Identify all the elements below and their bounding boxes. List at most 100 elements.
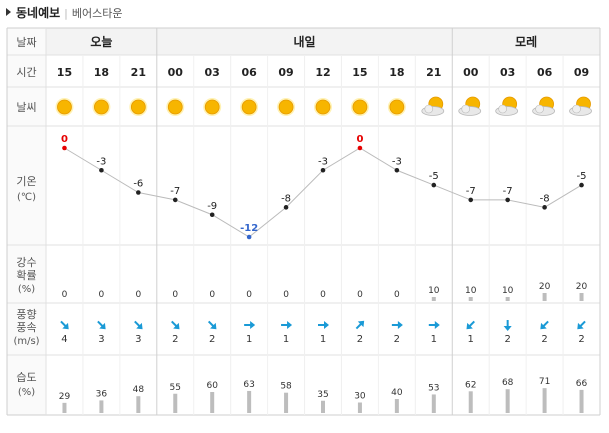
cloud-puff — [535, 104, 544, 114]
label-humidity-unit: (%) — [18, 387, 35, 398]
temperature-point — [283, 205, 289, 210]
temperature-value: -7 — [503, 186, 513, 197]
arrow-head — [503, 326, 512, 331]
sunny-icon — [277, 98, 296, 116]
arrow-head — [173, 322, 180, 330]
arrow-head — [210, 322, 217, 330]
table-grid — [6, 27, 601, 416]
humidity-value: 36 — [96, 389, 108, 399]
humidity-value: 58 — [280, 382, 292, 392]
temperature-point — [62, 145, 67, 151]
temperature-point — [468, 197, 474, 203]
wind-speed-value: 2 — [541, 334, 547, 345]
temperature-value: -8 — [540, 193, 550, 204]
humidity-bar — [284, 392, 289, 413]
wind-arrow-sw-icon — [466, 320, 475, 330]
label-column-bg — [7, 28, 46, 415]
sun-disc — [315, 99, 331, 115]
temperature-point — [431, 182, 437, 188]
humidity-bar — [357, 402, 362, 413]
weather-row — [55, 96, 592, 116]
arrow-head — [99, 322, 106, 330]
humidity-value: 60 — [206, 381, 218, 391]
temperature-value: -9 — [207, 201, 217, 212]
label-humidity: 습도 — [16, 371, 36, 384]
precip-bar — [579, 293, 584, 301]
wind-arrow-s-icon — [503, 320, 512, 331]
temperature-value: 0 — [61, 134, 68, 145]
precip-value: 0 — [394, 290, 400, 300]
label-precip-unit: (%) — [18, 284, 35, 295]
precip-bar — [431, 297, 436, 301]
humidity-bar — [247, 390, 252, 413]
date-row: 오늘 내일 모레 — [90, 34, 537, 49]
precip-bar — [542, 293, 547, 301]
temperature-value: -3 — [96, 156, 106, 167]
label-precip-2: 확률 — [16, 269, 36, 282]
humidity-value: 30 — [354, 392, 366, 402]
sunny-icon — [350, 98, 369, 116]
wind-arrow-e-icon — [318, 321, 329, 329]
humidity-value: 48 — [133, 385, 145, 395]
wind-speed-value: 2 — [578, 334, 584, 345]
time-label: 21 — [426, 66, 441, 79]
precip-value: 20 — [576, 282, 588, 292]
sun-disc — [389, 99, 405, 115]
time-label: 15 — [352, 66, 367, 79]
partly-cloudy-icon — [421, 96, 445, 116]
humidity-value: 66 — [576, 379, 588, 389]
arrow-head — [466, 322, 473, 330]
table-background — [7, 28, 600, 415]
section-title-bar: 동네예보 | 베어스타운 — [6, 5, 123, 21]
temperature-value: -12 — [240, 223, 258, 234]
label-time: 시간 — [16, 66, 36, 79]
wind-arrow-sw-icon — [540, 320, 549, 330]
wind-speed-value: 2 — [504, 334, 510, 345]
arrow-head — [397, 321, 403, 329]
precip-value: 10 — [465, 286, 477, 296]
temperature-value: 0 — [356, 134, 363, 145]
label-temperature-unit: (℃) — [17, 192, 36, 203]
label-temperature: 기온 — [16, 175, 36, 188]
partly-cloudy-icon — [569, 96, 592, 116]
sun-disc — [57, 99, 72, 115]
temperature-chart: 0 -3 -6 -7 -9 -12 -8 -3 0 -3 -5 -7 -7 -8 -5 — [61, 134, 587, 240]
wind-arrow-sw-icon — [577, 320, 586, 330]
cloud-puff — [572, 104, 581, 114]
day-label: 모레 — [515, 34, 537, 49]
sun-disc — [167, 99, 183, 115]
humidity-bar — [321, 400, 325, 413]
temperature-point — [99, 167, 104, 173]
label-wind-1: 풍향 — [16, 308, 36, 321]
precip-value: 0 — [62, 290, 68, 300]
wind-arrow-se-icon — [207, 320, 217, 330]
temperature-value: -3 — [318, 156, 328, 167]
temperature-value: -7 — [170, 186, 180, 197]
humidity-bar — [62, 402, 67, 413]
humidity-bar — [468, 391, 473, 413]
temperature-point — [320, 167, 326, 173]
temperature-value: -8 — [281, 193, 291, 204]
temperature-value: -6 — [133, 179, 143, 190]
location-name: 베어스타운 — [71, 7, 123, 20]
section-title: 동네예보 — [16, 6, 61, 20]
wind-speed-value: 1 — [468, 334, 474, 345]
time-label: 00 — [168, 66, 184, 79]
wind-speed-value: 2 — [394, 334, 400, 345]
wind-speed-value: 1 — [320, 334, 326, 345]
label-wind-unit: (m/s) — [13, 336, 39, 347]
precip-bar — [505, 297, 510, 301]
wind-arrow-e-icon — [428, 321, 440, 329]
label-weather: 날씨 — [16, 101, 36, 114]
sunny-icon — [314, 98, 332, 116]
humidity-bar — [394, 399, 399, 413]
sun-disc — [352, 99, 368, 115]
day-label: 오늘 — [90, 35, 112, 49]
humidity-value: 29 — [59, 392, 71, 402]
humidity-value: 63 — [243, 380, 254, 390]
arrow-head — [540, 322, 547, 330]
precip-value: 0 — [283, 290, 289, 300]
partly-cloudy-icon — [495, 96, 519, 116]
arrow-head — [136, 322, 143, 330]
